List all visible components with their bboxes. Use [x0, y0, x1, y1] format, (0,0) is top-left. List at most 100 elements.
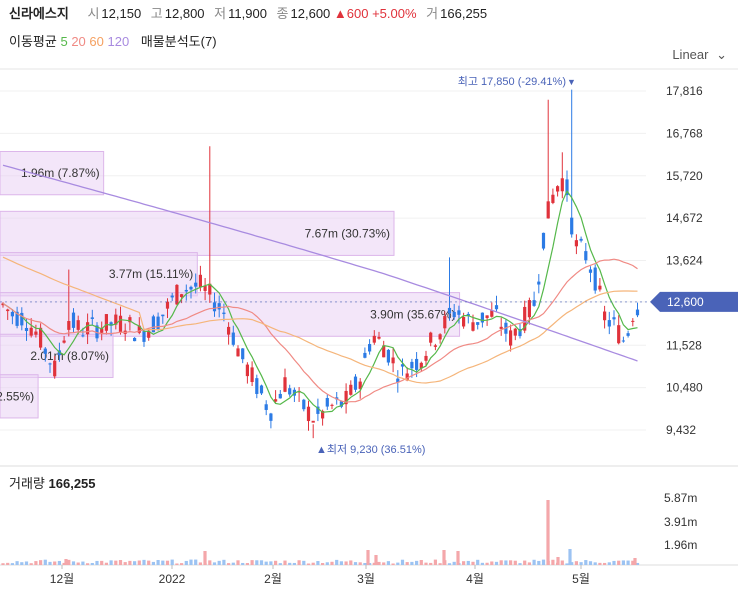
volume-bar	[415, 560, 419, 565]
volume-bar	[274, 560, 278, 565]
candle-body	[419, 362, 423, 369]
volume-bar	[316, 561, 320, 565]
volume-tick-label: 5.87m	[664, 491, 697, 505]
candle-body	[560, 178, 564, 192]
candle-body	[476, 322, 480, 325]
candle-body	[537, 281, 541, 285]
candle-body	[494, 305, 499, 310]
volume-bar	[264, 561, 268, 565]
candle-body	[546, 201, 550, 219]
candle-body	[621, 340, 625, 342]
volume-bar	[570, 562, 574, 565]
volume-bar	[462, 561, 466, 565]
high-annotation: 최고 17,850 (-29.41%)	[458, 75, 566, 88]
candle-body	[603, 311, 607, 321]
candle-body	[137, 325, 141, 333]
volume-bar	[353, 562, 358, 565]
volume-bar	[203, 551, 207, 565]
volume-profile-label: 3.77m (15.11%)	[109, 267, 194, 281]
volume-bar	[81, 561, 85, 565]
candle-body	[53, 360, 57, 377]
candle-body	[405, 373, 409, 381]
volume-bar	[391, 563, 395, 565]
candle-body	[513, 328, 517, 336]
volume-panel-label: 거래량 166,255	[9, 473, 96, 492]
volume-bar	[579, 562, 583, 565]
volume-bar	[565, 563, 569, 565]
volume-bar	[156, 560, 160, 565]
candle-body	[306, 406, 311, 422]
candle-body	[142, 331, 146, 342]
candle-body	[241, 348, 245, 360]
volume-bar	[584, 560, 588, 565]
candle-body	[34, 331, 38, 335]
ma120-legend[interactable]: 120	[107, 34, 130, 49]
volume-bar	[57, 560, 61, 565]
volume-bar	[438, 563, 442, 565]
volume-bar	[374, 555, 378, 565]
volume-bar	[137, 560, 141, 565]
candle-body	[532, 300, 536, 306]
candle-body	[391, 357, 395, 364]
candle-body	[325, 398, 329, 407]
volume-bar	[471, 561, 475, 565]
volume-bar	[631, 560, 635, 565]
volume-bar	[53, 561, 57, 565]
candle-body	[349, 384, 353, 395]
candle-body	[593, 267, 597, 291]
change-percent: +5.00%	[372, 6, 417, 21]
high-marker-icon: ▼	[567, 77, 576, 87]
y-tick-label: 16,768	[666, 126, 703, 140]
volume-bar	[114, 560, 118, 565]
volume-bar	[48, 561, 52, 565]
candle-body	[588, 269, 593, 273]
volume-bar	[170, 559, 174, 565]
candle-body	[353, 376, 358, 390]
candle-body	[278, 393, 282, 399]
volume-bar	[198, 562, 202, 565]
ma60-legend[interactable]: 60	[89, 34, 104, 49]
candle-body	[518, 329, 522, 337]
ma5-legend[interactable]: 5	[60, 34, 68, 49]
volume-bar	[325, 562, 329, 565]
volume-bar	[490, 561, 494, 565]
candle-body	[175, 284, 179, 305]
y-tick-label: 15,720	[666, 169, 703, 183]
candle-body	[236, 348, 240, 357]
candle-body	[626, 333, 630, 336]
volume-bar	[612, 560, 616, 565]
candle-body	[617, 325, 621, 344]
volume-bar	[593, 562, 597, 565]
volume-profile-label: 7.67m (30.73%)	[305, 226, 390, 240]
ma20-line	[2, 258, 638, 403]
candle-body	[184, 289, 188, 292]
volume-bar	[546, 500, 550, 565]
candle-body	[194, 282, 198, 287]
candle-body	[255, 378, 259, 394]
chevron-down-icon: ⌄	[716, 47, 727, 62]
volume-bar	[363, 563, 367, 565]
volume-bar	[621, 560, 625, 565]
scale-selector[interactable]: Linear ⌄	[672, 47, 727, 63]
candle-body	[86, 322, 90, 335]
volume-bar	[366, 550, 370, 565]
candle-body	[48, 363, 52, 365]
volume-bar	[269, 561, 273, 565]
candle-body	[100, 328, 104, 333]
candle-body	[447, 307, 452, 314]
candle-body	[457, 310, 461, 315]
candle-body	[570, 217, 574, 235]
candle-body	[20, 312, 24, 326]
candle-body	[574, 240, 578, 247]
candle-body	[499, 326, 503, 329]
volume-bar	[95, 560, 99, 565]
volume-bar	[330, 561, 334, 565]
volume-bar	[419, 560, 423, 565]
volume-bar	[29, 563, 33, 565]
ma5-line	[2, 189, 638, 413]
ma20-legend[interactable]: 20	[71, 34, 86, 49]
candle-body	[584, 251, 588, 261]
candle-body	[541, 232, 546, 249]
volume-profile-legend[interactable]: 매물분석도(7)	[140, 34, 217, 49]
